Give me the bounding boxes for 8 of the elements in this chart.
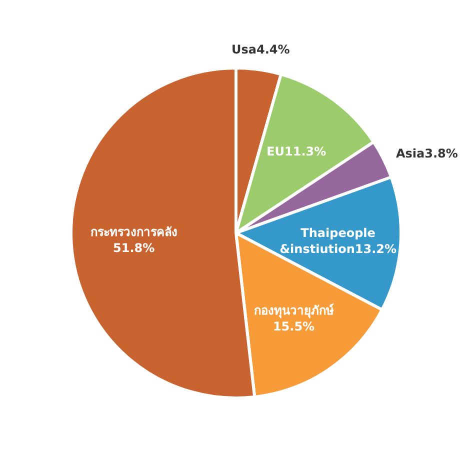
data-label: 15.5% bbox=[272, 319, 315, 334]
slice-label: Asia3.8% bbox=[396, 146, 458, 161]
slice-label: กองทุนวายุภักษ์ bbox=[254, 303, 334, 318]
slice-label: กระทรวงการคลัง bbox=[90, 224, 178, 239]
slice-label: EU11.3% bbox=[266, 144, 326, 158]
slice-label: Usa4.4% bbox=[232, 42, 290, 57]
data-label: 51.8% bbox=[113, 240, 155, 255]
slice-label: Thaipeople &instiution13.2% bbox=[280, 226, 397, 256]
